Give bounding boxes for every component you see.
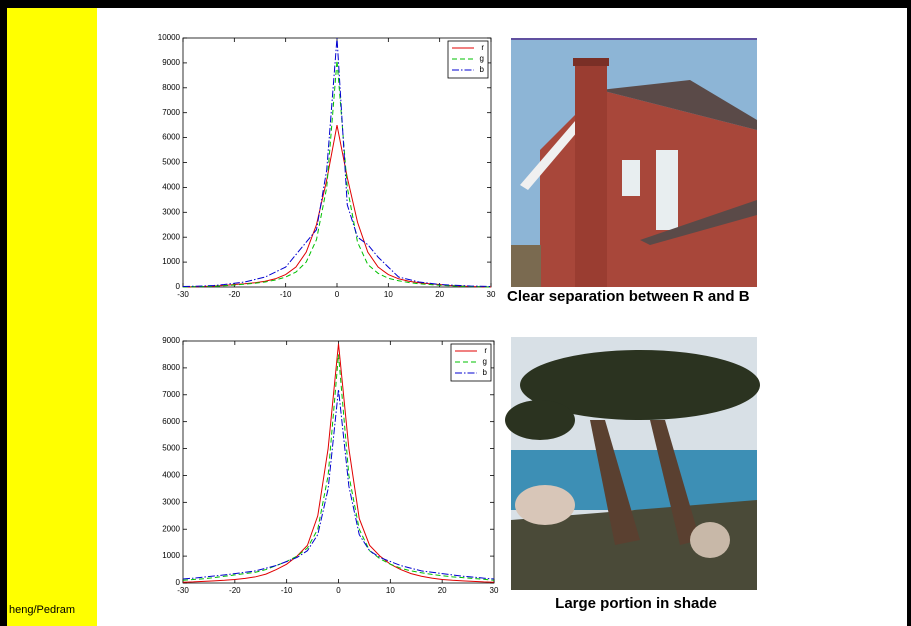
legend-label: g [480,54,484,63]
plot-area [183,341,494,583]
x-tick-label: -10 [281,586,293,595]
side-strip [7,8,97,626]
y-tick-label: 4000 [162,471,180,480]
x-tick-label: 30 [487,290,496,299]
x-tick-label: 20 [435,290,444,299]
y-tick-label: 9000 [162,58,180,67]
x-tick-label: 20 [438,586,447,595]
y-tick-label: 7000 [162,108,180,117]
x-tick-label: 10 [386,586,395,595]
x-tick-label: -30 [177,586,189,595]
slide-canvas: heng/Pedram 0 1000 2000 3000 4000 5000 6000 700… [0,0,911,626]
y-tick-label: 9000 [162,336,180,345]
y-tick-label: 8000 [162,363,180,372]
x-tick-label: 0 [335,290,340,299]
y-tick-label: 3000 [162,497,180,506]
legend-label: g [483,357,487,366]
x-tick-label: 10 [384,290,393,299]
legend-label: b [483,368,488,377]
y-tick-label: 2000 [162,232,180,241]
legend-label: r [484,346,487,355]
top-border [0,0,911,8]
x-tick-label: 30 [490,586,499,595]
y-tick-label: 1000 [162,257,180,266]
footer: heng/Pedram [9,604,75,616]
x-tick-label: -10 [280,290,292,299]
x-tick-label: -20 [229,290,241,299]
left-border [0,0,7,626]
y-tick-label: 8000 [162,83,180,92]
y-tick-label: 6000 [162,133,180,142]
plot-area [183,38,491,287]
caption: Large portion in shade [555,595,717,612]
x-tick-label: -30 [177,290,189,299]
y-tick-label: 3000 [162,207,180,216]
y-tick-label: 6000 [162,417,180,426]
caption: Clear separation between R and B [507,288,750,305]
y-tick-label: 2000 [162,524,180,533]
x-tick-label: -20 [229,586,241,595]
slide: heng/Pedram 0 1000 2000 3000 4000 5000 6000 700… [0,0,911,626]
y-tick-label: 10000 [158,33,181,42]
photo-tree [505,337,760,590]
legend-label: b [480,65,485,74]
right-border [907,0,911,626]
y-tick-label: 4000 [162,183,180,192]
legend-label: r [481,43,484,52]
y-tick-label: 5000 [162,444,180,453]
photo-house [511,38,757,287]
y-tick-label: 7000 [162,390,180,399]
y-tick-label: 5000 [162,158,180,167]
x-tick-label: 0 [336,586,341,595]
y-tick-label: 1000 [162,551,180,560]
